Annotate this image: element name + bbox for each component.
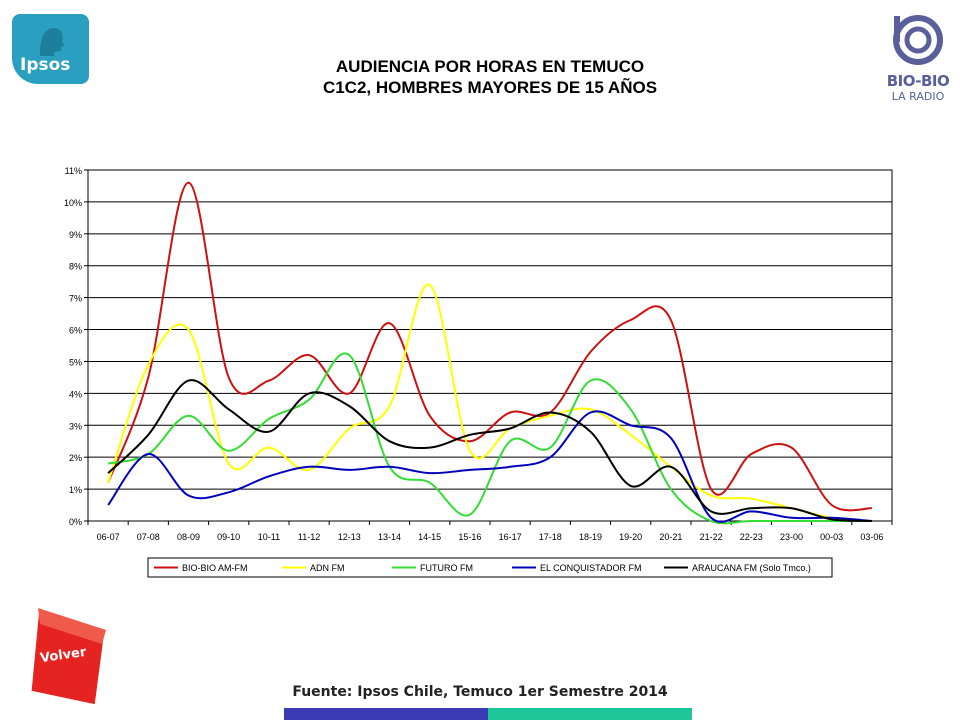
biobio-logo-sub: LA RADIO — [891, 90, 945, 103]
y-tick-label: 10% — [64, 198, 82, 208]
x-tick-label: 09-10 — [217, 532, 240, 542]
x-tick-label: 21-22 — [700, 532, 723, 542]
ipsos-logo: Ipsos — [12, 14, 89, 84]
source-note: Fuente: Ipsos Chile, Temuco 1er Semestre… — [292, 684, 668, 700]
y-tick-label: 0% — [69, 517, 82, 527]
x-tick-label: 14-15 — [418, 532, 441, 542]
series-line-0 — [107, 181, 872, 512]
x-tick-label: 16-17 — [499, 532, 522, 542]
x-tick-label: 12-13 — [338, 532, 361, 542]
x-tick-label: 08-09 — [177, 532, 200, 542]
series-line-2 — [107, 352, 872, 525]
legend-label: EL CONQUISTADOR FM — [540, 563, 642, 573]
x-tick-label: 18-19 — [579, 532, 602, 542]
biobio-logo: BIO-BIO LA RADIO — [880, 14, 952, 106]
x-tick-label: 15-16 — [458, 532, 481, 542]
footer-bar-blue — [284, 708, 488, 720]
x-tick-label: 17-18 — [539, 532, 562, 542]
legend-label: FUTURO FM — [420, 563, 473, 573]
y-tick-label: 3% — [69, 421, 82, 431]
series-line-1 — [107, 283, 872, 522]
biobio-logo-name: BIO-BIO — [886, 72, 950, 90]
y-tick-label: 7% — [69, 294, 82, 304]
ipsos-head-icon — [40, 28, 65, 56]
legend-label: ADN FM — [310, 563, 345, 573]
x-tick-label: 03-06 — [860, 532, 883, 542]
volver-button[interactable]: Volver — [28, 604, 112, 708]
chart-title-line1: AUDIENCIA POR HORAS EN TEMUCO — [335, 57, 645, 76]
volver-shape-icon — [28, 605, 108, 708]
y-tick-label: 6% — [69, 326, 82, 336]
y-tick-label: 11% — [65, 166, 82, 176]
plot-area — [87, 169, 893, 522]
x-tick-label: 13-14 — [378, 532, 401, 542]
biobio-mark-icon — [893, 15, 943, 65]
legend-box — [147, 557, 833, 578]
x-tick-label: 20-21 — [659, 532, 682, 542]
x-tick-label: 07-08 — [137, 532, 160, 542]
x-tick-label: 22-23 — [740, 532, 763, 542]
x-tick-label: 06-07 — [97, 532, 120, 542]
x-tick-label: 23-00 — [780, 532, 803, 542]
y-tick-label: 2% — [69, 453, 82, 463]
y-tick-label: 8% — [69, 262, 82, 272]
x-tick-label: 11-12 — [298, 532, 320, 542]
chart-title-line2: C1C2, HOMBRES MAYORES DE 15 AÑOS — [322, 78, 658, 97]
y-tick-label: 4% — [69, 389, 82, 399]
ipsos-logo-text: Ipsos — [20, 55, 71, 75]
legend-label: BIO-BIO AM-FM — [182, 563, 248, 573]
footer-bar-teal — [488, 708, 692, 720]
y-tick-label: 5% — [69, 357, 82, 367]
y-tick-label: 1% — [69, 485, 82, 495]
x-tick-label: 00-03 — [820, 532, 843, 542]
x-tick-label: 19-20 — [619, 532, 642, 542]
series-line-4 — [107, 379, 872, 522]
y-tick-label: 9% — [69, 230, 82, 240]
chart-title: AUDIENCIA POR HORAS EN TEMUCO C1C2, HOMB… — [180, 56, 800, 98]
legend-label: ARAUCANA FM (Solo Tmco.) — [692, 563, 811, 573]
x-tick-label: 10-11 — [258, 532, 280, 542]
series-line-3 — [107, 410, 872, 523]
